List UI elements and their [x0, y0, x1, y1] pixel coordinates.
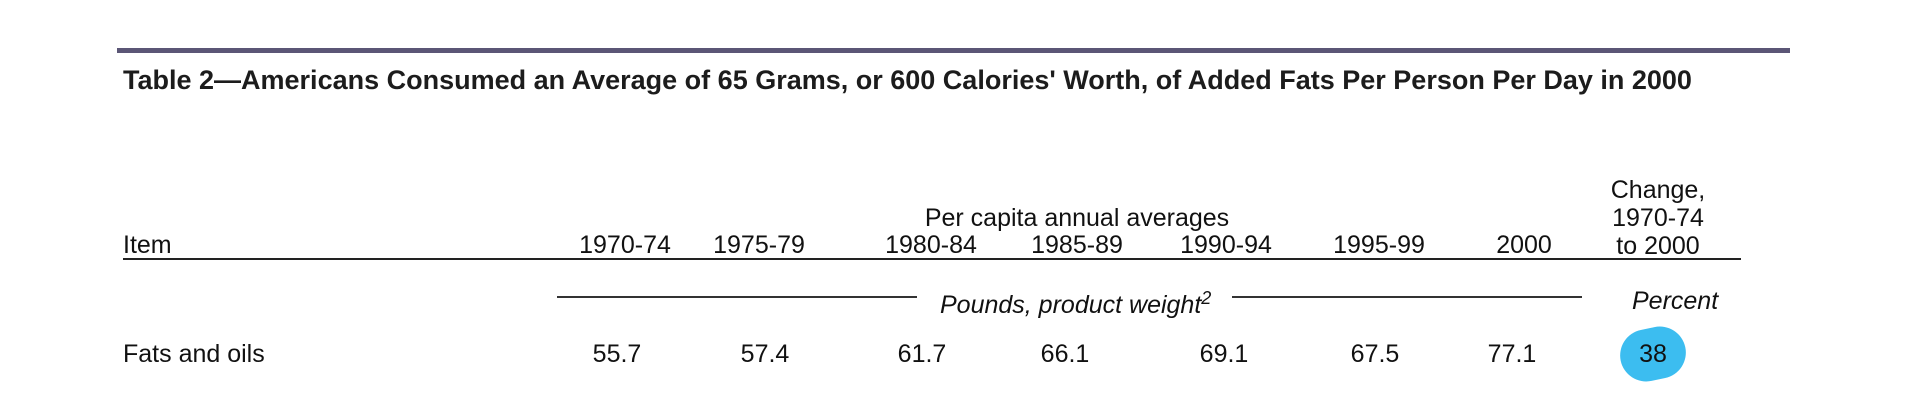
table-cell: 77.1	[1487, 340, 1537, 368]
table-cell: 66.1	[1040, 340, 1090, 368]
unit-rule-right	[1232, 296, 1582, 298]
change-header-line-3: to 2000	[1616, 232, 1700, 260]
unit-rule-left	[557, 296, 917, 298]
item-header: Item	[123, 231, 172, 259]
column-header: 2000	[1496, 231, 1552, 259]
column-header: 1975-79	[713, 231, 805, 259]
table-cell: 69.1	[1199, 340, 1249, 368]
table-cell: 55.7	[592, 340, 642, 368]
column-header: 1995-99	[1333, 231, 1425, 259]
unit-label: Pounds, product weight2	[940, 289, 1211, 318]
change-header-line-1: Change,	[1610, 176, 1706, 204]
change-header-line-2: 1970-74	[1612, 204, 1704, 232]
unit-label-text: Pounds, product weight	[940, 291, 1202, 319]
header-rule	[123, 258, 1741, 260]
unit-footnote: 2	[1201, 288, 1212, 308]
table-cell: 67.5	[1350, 340, 1400, 368]
table-cell: 57.4	[740, 340, 790, 368]
group-header: Per capita annual averages	[924, 204, 1230, 232]
percent-label: Percent	[1632, 287, 1719, 315]
column-header: 1980-84	[885, 231, 977, 259]
change-value: 38	[1639, 340, 1667, 368]
change-header: Change, 1970-74 to 2000	[1611, 176, 1706, 260]
column-header: 1985-89	[1031, 231, 1123, 259]
top-rule	[117, 48, 1790, 53]
row-item-label: Fats and oils	[123, 340, 265, 368]
table-cell: 61.7	[897, 340, 947, 368]
table-title: Table 2—Americans Consumed an Average of…	[123, 65, 1692, 95]
column-header: 1970-74	[579, 231, 671, 259]
column-header: 1990-94	[1180, 231, 1272, 259]
